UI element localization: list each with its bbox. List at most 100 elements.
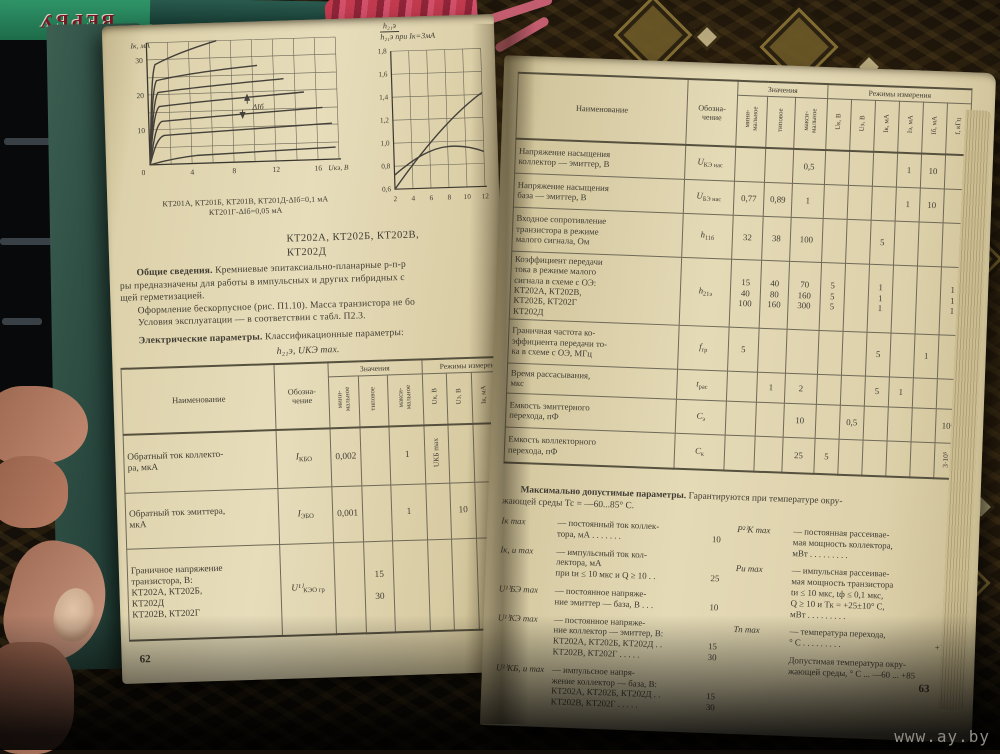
param-text: — постоянный ток коллек- тора, мА . . . … [557,517,696,544]
mode-value [847,185,872,220]
value-typ [755,402,784,437]
row-name: Граничная частота ко- эффициента передач… [508,319,679,369]
max-params-section: Максимально допустимые параметры. Гарант… [494,483,958,729]
electrical-params-text: Классификационные параметры: [262,327,404,342]
max-param-item: Тп max — температура перехода, ° С . . .… [733,624,954,654]
mode-value [871,186,896,221]
row-symbol: Ск [674,433,725,471]
mode-value: 10 [920,154,945,189]
mode-value [894,221,920,266]
subheader-mode-uk: Uк, В [826,99,852,151]
subheader-mode-uk: Uк, В [422,373,448,425]
y-tick: 10 [137,126,145,135]
output-characteristics-chart: ΔIб Iк, мА 30 20 10 0 4 8 12 16 Uкэ, В К… [124,30,362,219]
max-param-item: U¹⁾КБ, и max — импульсное напря- жение к… [495,662,716,713]
subheader-mode-ue: Uэ, В [850,99,876,151]
row-symbol: fгр [678,325,730,371]
param-symbol: U¹⁾БЭ max [498,583,555,607]
y-tick: 30 [135,56,143,65]
row-name: Емкость коллекторного перехода, пФ [504,426,675,468]
value-max: 2 [784,373,817,404]
value-min [734,147,765,182]
mode-value [427,539,454,632]
x-tick: 8 [232,166,236,175]
param-text: — температура перехода, ° С . . . . . . … [789,626,928,653]
value-max: 100 [790,217,824,262]
carpet-motif [623,5,682,64]
mode-value [918,222,944,267]
left-page: ΔIб Iк, мА 30 20 10 0 4 8 12 16 Uкэ, В К… [102,14,514,684]
mode-value: 5 [864,376,889,407]
param-symbol: U¹⁾КБ, и max [495,662,553,707]
mode-value [448,424,474,483]
mode-value: 1 [888,377,913,408]
mode-value [891,265,917,334]
mode-value [816,374,841,405]
origin-tick: 0 [141,168,145,177]
max-params-left-column: Iк max — постоянный ток коллек- тора, мА… [494,515,721,720]
watermark: www.ay.by [894,727,990,746]
x-tick: 16 [314,163,322,172]
value-typ [754,436,783,473]
max-param-item: Допустимая температура окру- жающей сред… [732,653,953,683]
value-max: 0,5 [792,149,825,184]
row-name: Коэффициент передачи тока в режиме малог… [509,251,681,325]
value-max [785,329,819,374]
param-symbol: Pи max [734,563,792,619]
subheader-mode-ib: Iб, мА [922,102,948,154]
value-min [724,435,755,472]
mode-value [838,439,863,476]
mode-value [887,407,912,442]
row-symbol: h21э [679,257,731,327]
delta-ib-annotation: ΔIб [251,102,265,111]
row-symbol: Сэ [675,399,726,435]
col-header-symbol: Обозна- чение [686,79,738,147]
mode-value [848,151,873,186]
param-value: 10 [692,601,718,613]
value-typ: 38 [762,216,792,261]
x-tick: 2 [393,195,397,203]
mode-value: 5 [814,438,839,475]
subheader-min: мини- мальное [328,376,360,428]
right-page-number: 63 [918,683,929,695]
value-max: 1 [391,483,428,540]
value-typ [758,328,788,373]
x-tick: 12 [272,165,280,174]
value-max: 70 160 300 [787,261,821,330]
mode-value [426,483,452,540]
mode-value: 5 [865,332,891,377]
value-max: 1 [791,183,824,218]
param-text: — постоянная рассеивае- мая мощность кол… [792,526,931,563]
y-tick: 1,2 [380,116,390,124]
subheader-typ: типовое [766,96,796,148]
mode-value: 1 [896,153,921,188]
electrical-params-lead: Электрические параметры. [138,331,262,346]
gain-ratio-chart: h₂₁э h₂₁э при Iк=3мА 1,8 1,6 1,4 1,2 1,0… [366,18,496,215]
mode-value [815,404,840,439]
value-typ: 1 [756,372,785,403]
value-max: 10 [783,403,816,438]
param-text: — постоянное напряже- ние коллектор — эм… [552,614,691,662]
row-symbol: tрас [676,369,727,401]
row-symbol: UБЭ нас [683,179,734,215]
mode-value [823,184,848,219]
param-value: 15 30 [690,641,717,664]
param-value: 25 [693,573,719,585]
value-typ [360,426,390,485]
row-symbol: IКБО [276,428,331,488]
background-object [2,318,42,325]
transistor-heading: КТ202А, КТ202Б, КТ202В, КТ202Д [286,226,497,261]
row-symbol: UКЭ нас [685,145,736,181]
param-symbol: Iк max [501,515,558,539]
param-symbol: U¹⁾КЭ max [496,612,554,657]
right-parameters-table: Наименование Обозна- чение Значения Режи… [503,72,972,480]
mode-value: 5 [870,220,896,265]
y-tick: 1,0 [380,139,390,147]
param-symbol: P²⁾К max [736,524,793,558]
value-typ: 15 30 [364,540,396,633]
max-param-item: Iк, и max — импульсный ток кол- лектора,… [499,544,720,584]
y-tick: 0,6 [382,185,392,193]
param-text: Допустимая температура окру- жающей сред… [788,655,927,682]
mode-value [841,331,867,376]
param-symbol [732,653,789,677]
